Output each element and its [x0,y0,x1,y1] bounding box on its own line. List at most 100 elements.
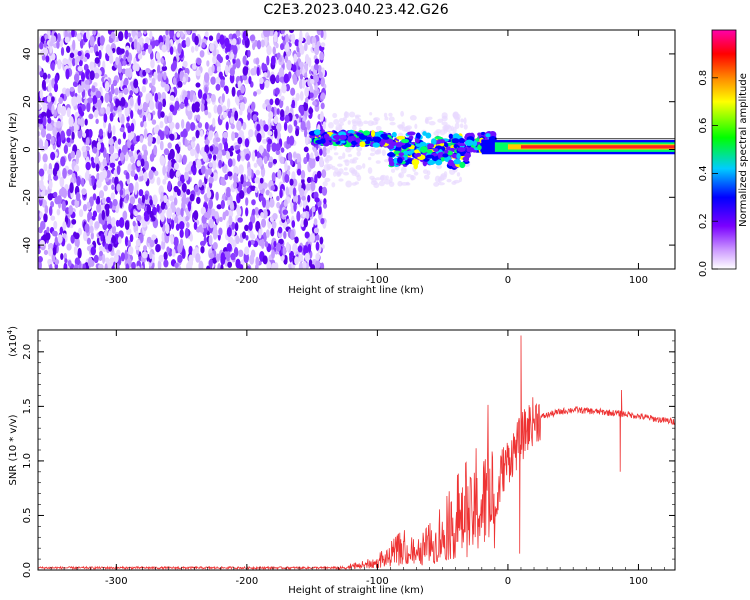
noise-blob [198,224,203,233]
ridge-blob [458,137,465,145]
noise-blob [255,263,259,269]
noise-blob [84,223,90,233]
noise-blob [122,210,128,221]
noise-blob [290,159,294,166]
noise-blob [320,42,326,48]
noise-blob [42,102,48,112]
noise-blob [227,110,232,119]
noise-blob [241,231,246,239]
noise-blob [285,33,289,44]
noise-blob [301,195,306,201]
noise-blob [168,133,175,140]
noise-blob [75,192,81,202]
ridge-blob [422,131,427,136]
noise-blob [259,177,264,184]
haze-blob [356,120,364,127]
noise-blob [299,61,304,69]
noise-blob [212,241,218,250]
noise-blob [56,32,61,43]
noise-blob [308,57,312,68]
noise-blob [79,38,84,49]
haze-blob [349,158,355,164]
haze-blob [463,117,467,125]
noise-blob [149,199,153,206]
noise-blob [293,53,298,63]
noise-blob [136,265,141,269]
noise-blob [236,153,241,162]
noise-blob [190,165,195,173]
x-tick-label: -100 [366,576,389,587]
noise-blob [119,127,125,133]
noise-blob [158,254,164,263]
noise-blob [92,95,98,104]
noise-blob [187,201,192,212]
noise-blob [295,128,300,137]
noise-blob [91,85,96,93]
noise-blob [313,90,318,99]
haze-blob [410,175,416,181]
noise-blob [74,124,79,131]
colorbar: 0.0 0.2 0.4 0.6 0.8 Normalized spectral ampl… [698,29,749,277]
noise-blob [208,35,214,42]
noise-blob [175,151,180,162]
noise-blob [77,118,81,125]
ridge-blob [437,152,442,158]
noise-blob [234,222,239,232]
noise-blob [312,42,316,49]
ridge-blob [340,140,346,144]
noise-blob [196,159,202,169]
ridge-blob [477,132,482,137]
noise-blob [204,122,209,130]
noise-blob [94,221,100,229]
noise-blob [127,125,132,134]
noise-blob [309,84,314,94]
noise-blob [310,181,316,192]
noise-blob [240,150,245,158]
ridge-blob [314,129,321,136]
noise-blob [285,41,290,53]
noise-blob [286,135,290,145]
noise-blob [280,95,285,102]
noise-blob [303,129,308,138]
noise-blob [108,122,112,134]
noise-blob [81,145,87,153]
noise-blob [109,102,114,113]
noise-blob [124,220,130,231]
noise-blob [92,193,97,201]
noise-blob [258,145,264,154]
noise-blob [216,66,222,73]
ridge-blob [427,159,436,166]
ridge-blob [414,149,420,154]
noise-blob [208,130,214,138]
noise-blob [292,64,297,73]
noise-blob [270,55,276,66]
noise-blob [62,167,67,179]
noise-blob [144,213,150,222]
haze-blob [406,173,412,178]
noise-blob [65,68,70,80]
noise-blob [98,49,102,60]
noise-blob [242,55,247,65]
noise-blob [231,86,236,97]
ridge-blob [365,136,372,141]
noise-blob [73,263,79,269]
haze-blob [437,182,445,186]
noise-blob [40,128,47,138]
noise-blob [119,189,124,196]
noise-blob [53,230,58,237]
haze-blob [373,182,380,189]
noise-blob [290,205,295,215]
noise-blob [135,239,141,247]
noise-blob [264,79,270,89]
noise-blob [85,161,91,171]
noise-blob [124,106,130,118]
noise-blob [279,115,285,121]
noise-blob [315,234,320,241]
noise-blob [99,250,103,257]
ridge-blob [415,132,421,140]
noise-blob [291,99,296,109]
snr-series-line [38,335,675,570]
noise-blob [154,39,160,47]
noise-blob [247,240,252,248]
noise-blob [291,33,296,44]
